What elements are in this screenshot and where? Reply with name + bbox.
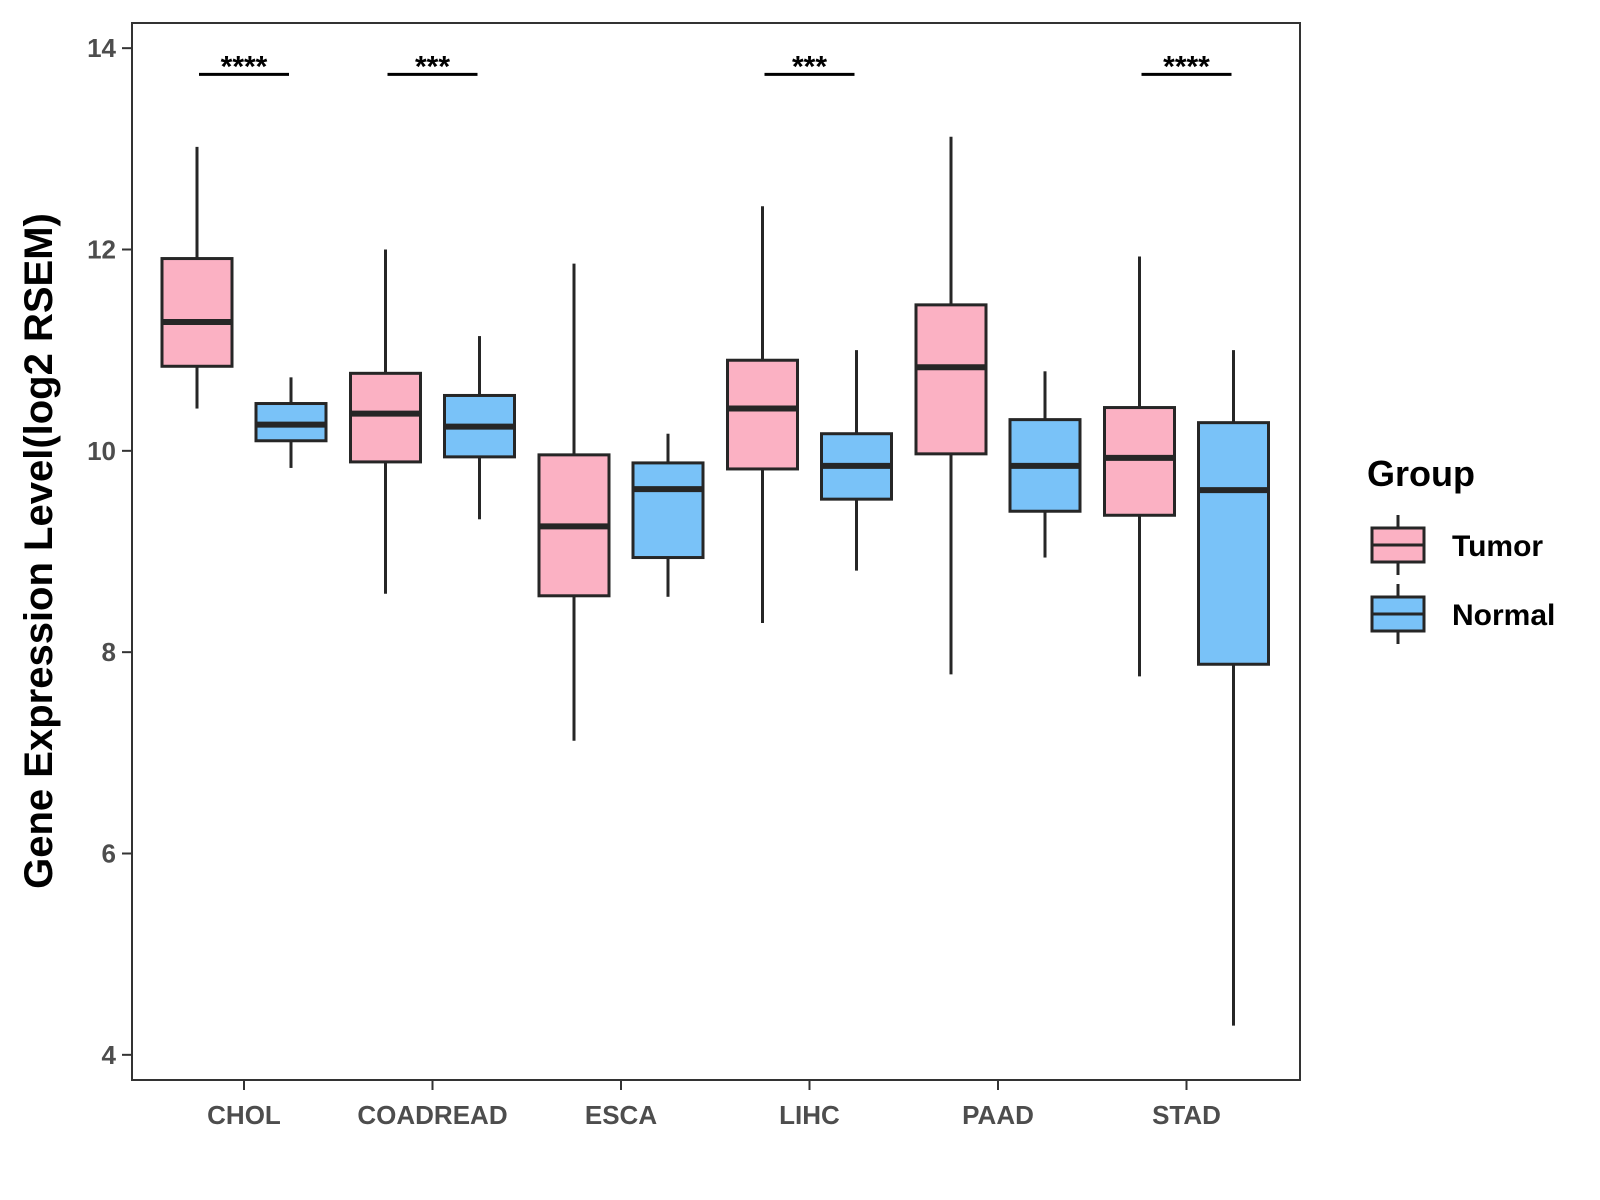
legend-label-normal: Normal [1452,599,1555,632]
box-tumor-lihc [726,206,799,623]
box-body [914,303,988,456]
x-tick-label: STAD [1152,1100,1221,1130]
y-tick-label: 8 [102,637,116,667]
box-body [1103,406,1176,517]
significance-label: **** [1163,50,1210,83]
box-normal-lihc [820,350,893,571]
box-tumor-esca [537,263,611,741]
box-tumor-chol [160,146,234,409]
y-tick-label: 4 [102,1040,117,1070]
x-tick-label: COADREAD [357,1100,507,1130]
y-axis: 4 6 8 10 12 14 [87,33,132,1070]
y-tick-label: 14 [87,33,116,63]
x-tick-label: PAAD [962,1100,1034,1130]
box-body [631,461,705,560]
box-normal-chol [254,377,328,468]
legend-title: Group [1367,453,1475,494]
box-tumor-coadread [349,249,422,594]
significance-label: *** [792,50,827,83]
box-normal-paad [1008,371,1082,558]
box-tumor-paad [914,136,988,675]
x-tick-label: ESCA [585,1100,657,1130]
panel-frame [131,22,1301,1081]
box-normal-stad [1197,350,1270,1026]
y-tick-label: 6 [102,839,116,869]
box-body [349,371,422,464]
x-tick-label: CHOL [207,1100,281,1130]
box-body [160,257,234,368]
y-tick-label: 10 [87,436,116,466]
legend-label-tumor: Tumor [1452,530,1543,563]
significance-layer: **** *** *** **** [199,50,1232,83]
x-axis: CHOL COADREAD ESCA LIHC PAAD STAD [207,1080,1221,1130]
box-normal-coadread [443,336,516,520]
significance-label: **** [221,50,268,83]
legend: Group Tumor Normal [1367,453,1555,644]
legend-key-tumor [1370,515,1426,575]
box-body [726,358,799,471]
box-body [1197,421,1270,666]
x-tick-label: LIHC [779,1100,840,1130]
y-tick-label: 12 [87,235,116,265]
boxes-layer [160,136,1270,1026]
significance-label: *** [415,50,450,83]
box-normal-esca [631,433,705,597]
box-tumor-stad [1103,256,1176,677]
y-axis-title: Gene Expression Level(log2 RSEM) [17,213,61,889]
legend-key-normal [1370,584,1426,644]
